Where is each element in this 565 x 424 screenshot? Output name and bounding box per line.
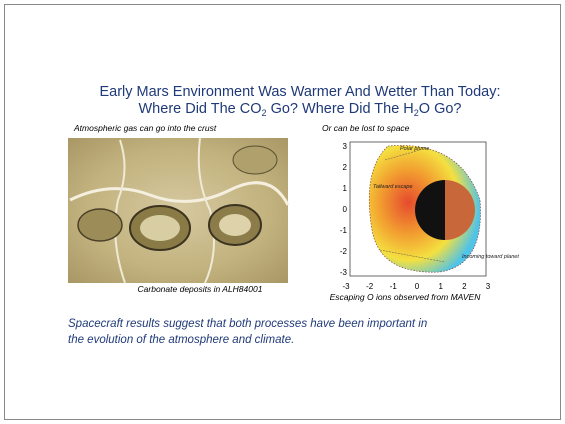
title-part: Go? Where Did The H [267, 101, 414, 117]
left-caption: Carbonate deposits in ALH84001 [138, 284, 263, 294]
slide: Early Mars Environment Was Warmer And We… [0, 0, 565, 424]
y-tick-label: -2 [340, 247, 348, 256]
right-heading: Or can be lost to space [322, 123, 410, 133]
plot-annotation: Polar plume [400, 146, 429, 152]
plot-annotation: Incoming toward planet [462, 254, 519, 260]
title-part: Where Did The CO [139, 101, 262, 117]
title-line2: Where Did The CO2 Go? Where Did The H2O … [139, 101, 462, 118]
body-line: Spacecraft results suggest that both pro… [68, 318, 427, 330]
y-tick-label: 0 [343, 205, 348, 214]
y-tick-label: 2 [343, 163, 348, 172]
right-caption: Escaping O ions observed from MAVEN [330, 292, 482, 302]
left-heading: Atmospheric gas can go into the crust [73, 123, 217, 133]
x-tick-label: 2 [462, 282, 467, 291]
body-line: the evolution of the atmosphere and clim… [68, 334, 294, 346]
y-tick-label: -3 [340, 268, 348, 277]
x-tick-label: 0 [415, 282, 420, 291]
x-tick-label: -2 [366, 282, 374, 291]
x-tick-label: 3 [486, 282, 491, 291]
y-tick-label: 1 [343, 184, 348, 193]
title-part: O Go? [419, 101, 462, 117]
y-tick-label: -1 [340, 226, 348, 235]
x-tick-label: -1 [390, 282, 398, 291]
carbonate-image [68, 138, 288, 283]
x-tick-label: -3 [342, 282, 350, 291]
y-tick-label: 3 [343, 142, 348, 151]
title-line1: Early Mars Environment Was Warmer And We… [99, 84, 500, 100]
x-tick-label: 1 [438, 282, 443, 291]
plot-annotation: Tailward escape [373, 184, 413, 190]
